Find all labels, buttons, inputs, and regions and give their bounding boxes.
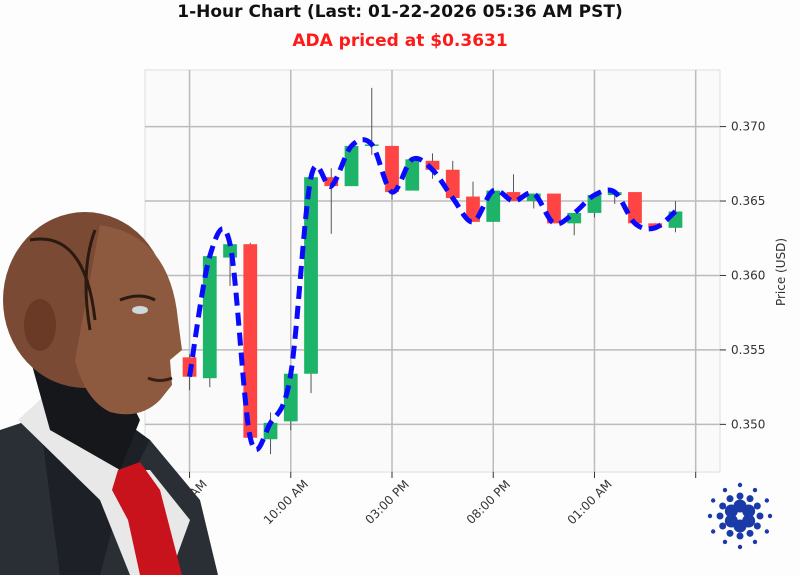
candle-body — [628, 192, 642, 224]
candle — [567, 212, 582, 236]
candle-body — [385, 145, 399, 193]
candle — [344, 145, 359, 187]
plot-area — [144, 69, 721, 473]
y-tick-label: 0.350 — [731, 417, 765, 431]
logo-dot — [767, 513, 773, 519]
candle — [526, 193, 541, 209]
y-tick-label: 0.370 — [731, 120, 765, 134]
candle — [304, 175, 318, 394]
candle-body — [324, 177, 339, 187]
logo-dot — [756, 512, 764, 520]
x-tick-label: 03:00 PM — [362, 477, 411, 526]
y-tick-label: 0.360 — [731, 268, 765, 282]
y-axis-label: Price (USD) — [774, 238, 788, 306]
logo-dot — [719, 522, 727, 530]
logo-dot — [737, 544, 743, 550]
x-tick-label: 08:00 PM — [464, 477, 513, 526]
logo-dot — [722, 487, 728, 493]
logo-dot — [716, 512, 724, 520]
candle-body — [304, 177, 318, 374]
candle — [202, 256, 217, 388]
grid — [145, 70, 720, 472]
x-tick-label: 10:00 AM — [261, 477, 311, 527]
logo-dot — [719, 502, 727, 510]
logo-dot — [722, 539, 728, 545]
candle — [628, 192, 642, 224]
logo-dot — [753, 502, 761, 510]
chart-subtitle: ADA priced at $0.3631 — [292, 31, 507, 51]
candle-body — [587, 195, 602, 213]
robot-businessman-illustration — [0, 212, 218, 575]
logo-dot — [724, 514, 738, 528]
logo-dot — [752, 487, 758, 493]
logo-dot — [764, 529, 770, 534]
candle-body — [405, 159, 420, 191]
logo-dot — [752, 539, 758, 545]
chart-title: 1-Hour Chart (Last: 01-22-2026 05:36 AM … — [177, 2, 622, 22]
logo-dot — [742, 504, 756, 518]
logo-dot — [736, 532, 744, 540]
candle — [324, 168, 339, 234]
candle-body — [567, 212, 582, 224]
y-tick-label: 0.355 — [731, 343, 765, 357]
candle-body — [425, 160, 440, 170]
candle — [506, 174, 521, 202]
candle — [425, 153, 440, 179]
logo-dot — [737, 482, 743, 488]
candle-body — [344, 145, 359, 187]
logo-dot — [746, 495, 754, 503]
y-axis: 0.350 0.355 0.360 0.365 0.370 — [720, 120, 765, 431]
logo-dot — [707, 513, 713, 519]
candle — [587, 195, 602, 218]
cardano-logo — [707, 482, 773, 550]
logo-dot — [726, 495, 734, 503]
logo-dot — [736, 492, 744, 500]
logo-dot — [753, 522, 761, 530]
trend-line — [187, 137, 678, 453]
logo-dot — [726, 529, 734, 537]
candle — [445, 160, 460, 199]
logo-dot — [764, 498, 770, 503]
x-tick-label: 01:00 AM — [565, 477, 615, 527]
logo-dot — [710, 529, 716, 534]
candle-body — [243, 244, 258, 438]
logo-dot — [710, 498, 716, 503]
candle — [243, 242, 258, 438]
candle-body — [445, 169, 460, 199]
candle — [405, 157, 420, 191]
candle-body — [202, 256, 217, 379]
candle-body — [526, 193, 541, 202]
logo-dot — [746, 529, 754, 537]
y-tick-label: 0.365 — [731, 194, 765, 208]
candle-body — [506, 192, 521, 202]
